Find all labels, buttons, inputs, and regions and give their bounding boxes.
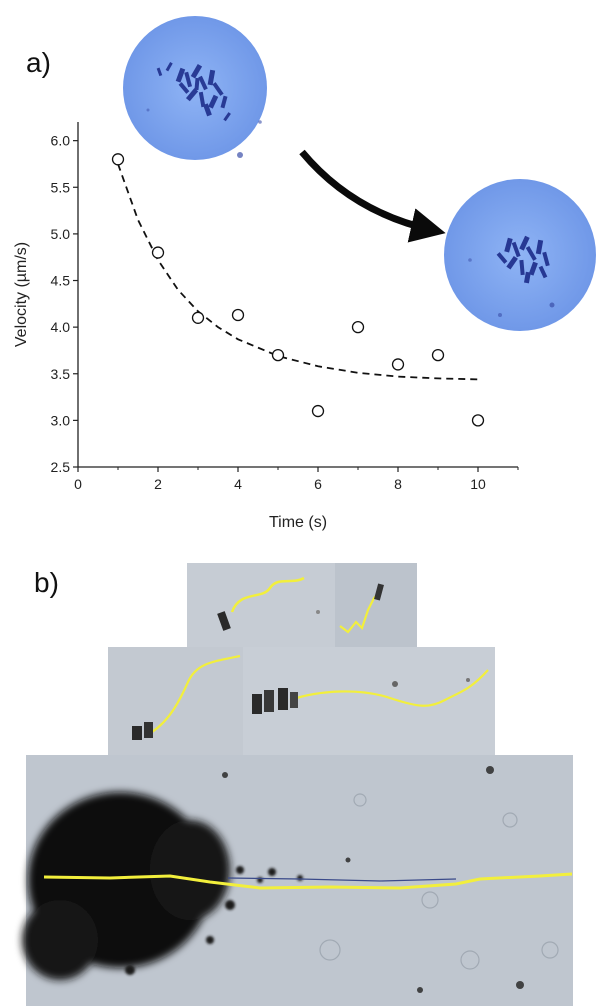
trajectory-line-main [43, 872, 573, 890]
y-tick-label: 3.5 [51, 366, 71, 382]
data-point [431, 348, 445, 362]
x-tick-label: 0 [74, 476, 82, 492]
x-tick-label: 2 [154, 476, 162, 492]
x-tick-label: 6 [314, 476, 322, 492]
y-tick-label: 5.0 [51, 226, 71, 242]
x-axis-title: Time (s) [269, 514, 327, 531]
y-tick-label: 6.0 [51, 133, 71, 149]
data-point [191, 311, 205, 324]
data-point [231, 308, 245, 322]
data-point [151, 246, 165, 259]
crystal-cluster-before [156, 62, 231, 122]
micrograph-inset-after [444, 179, 596, 331]
data-points [111, 153, 485, 427]
crystal-cluster-after [496, 235, 550, 284]
micrograph-tile-3 [108, 647, 243, 755]
fit-curve [117, 163, 479, 381]
trajectory-line-secondary [227, 877, 457, 882]
panel-a-label: a) [26, 47, 51, 78]
trajectory-line [230, 576, 305, 613]
arrow-icon [299, 149, 446, 243]
micrograph-tile-2 [335, 563, 417, 647]
x-ticks: 0 2 4 6 8 10 [74, 467, 519, 492]
micrograph-tile-1 [187, 563, 335, 647]
crystal-mass [22, 792, 230, 980]
panel-b-label: b) [34, 567, 59, 598]
data-point [471, 414, 485, 427]
trajectory-line [151, 654, 241, 733]
y-tick-label: 4.5 [51, 273, 71, 289]
data-point [271, 348, 285, 362]
y-axis-title: Velocity (µm/s) [13, 242, 30, 347]
trajectory-line [289, 669, 489, 707]
trajectory-montage [22, 563, 573, 1006]
velocity-chart: 2.5 3.0 3.5 4.0 4.5 5.0 5.5 6.0 0 2 4 6 8 10 Time (s… [13, 122, 519, 531]
micrograph-tile-4 [243, 647, 495, 755]
data-point [351, 320, 365, 334]
data-point [391, 358, 405, 371]
data-point [111, 153, 125, 166]
x-tick-label: 4 [234, 476, 242, 492]
y-tick-label: 5.5 [51, 179, 71, 195]
x-tick-label: 10 [470, 476, 486, 492]
micrograph-inset-before [123, 16, 267, 160]
x-tick-label: 8 [394, 476, 402, 492]
y-ticks: 2.5 3.0 3.5 4.0 4.5 5.0 5.5 6.0 [51, 133, 78, 475]
trajectory-line [339, 591, 381, 634]
micrograph-tile-5 [22, 755, 573, 1006]
data-point [311, 404, 325, 418]
y-tick-label: 3.0 [51, 412, 71, 428]
y-tick-label: 2.5 [51, 459, 71, 475]
y-tick-label: 4.0 [51, 319, 71, 335]
